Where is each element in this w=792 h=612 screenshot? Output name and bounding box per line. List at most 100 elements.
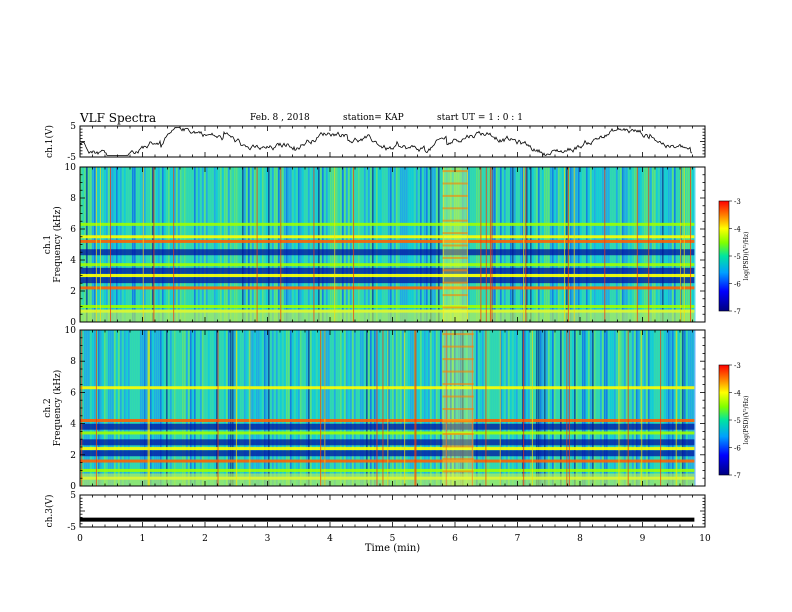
spectrogram-column	[146, 330, 148, 486]
spectrogram-column	[646, 330, 648, 486]
spectrogram-column	[412, 167, 414, 322]
date-label: Feb. 8 , 2018	[250, 113, 310, 123]
spectrogram-column	[558, 167, 560, 322]
spectrogram-column	[346, 330, 348, 486]
spectrogram-column	[158, 167, 160, 322]
spectrogram-column	[676, 330, 678, 486]
spectrogram-column	[668, 167, 670, 322]
spectrogram-column	[504, 167, 506, 322]
spectrogram-column	[586, 330, 588, 486]
spectrogram-column	[186, 167, 188, 322]
colorbar-tick-label: -4	[734, 226, 741, 234]
spectrogram-column	[90, 167, 92, 322]
spectrogram-column	[652, 167, 654, 322]
spectrogram-column	[218, 167, 220, 322]
spectrogram-column	[394, 167, 396, 322]
spectrogram-column	[416, 167, 418, 322]
spectrogram-column	[268, 330, 270, 486]
spectrogram-column	[284, 167, 286, 322]
spectrogram-column	[638, 167, 640, 322]
spectrogram-column	[624, 330, 626, 486]
spectrogram-column	[204, 330, 206, 486]
spectrogram-column	[562, 330, 564, 486]
dark-band	[80, 423, 695, 430]
y-tick-label: -5	[67, 153, 76, 163]
spectrogram-column	[246, 330, 248, 486]
spectrogram-column	[274, 330, 276, 486]
spectrogram-column	[122, 167, 124, 322]
colorbar-label: log(PSD)(V²/Hz)	[743, 396, 750, 445]
event-line	[442, 219, 468, 222]
spectrogram-column	[276, 167, 278, 322]
spectrogram-column	[244, 330, 246, 486]
spectrogram-column	[506, 167, 508, 322]
spectrogram-column	[242, 167, 244, 322]
spectrogram-column	[98, 167, 100, 322]
spectrogram-column	[226, 167, 228, 322]
sferic-spike	[641, 330, 643, 486]
spectrogram-column	[226, 330, 228, 486]
spectrogram-column	[532, 167, 534, 322]
spectrogram-column	[428, 167, 430, 322]
spectrogram-column	[366, 167, 368, 322]
spectrogram-column	[688, 167, 690, 322]
spectrogram-column	[378, 330, 380, 486]
spectrogram-column	[402, 330, 404, 486]
sferic-spike	[564, 167, 566, 322]
spectrogram-column	[670, 330, 672, 486]
spectrogram-column	[232, 330, 234, 486]
spectrogram-column	[162, 167, 164, 322]
spectrogram-column	[398, 167, 400, 322]
spectrogram-column	[544, 167, 546, 322]
event-line	[442, 383, 474, 386]
spectrogram-column	[598, 167, 600, 322]
spectrogram-column	[262, 330, 264, 486]
spectrogram-column	[166, 167, 168, 322]
sferic-spike	[320, 330, 322, 486]
spectrogram-column	[676, 167, 678, 322]
spectrogram-column	[424, 330, 426, 486]
spectrogram-column	[196, 330, 198, 486]
start-time-label: start UT = 1 : 0 : 1	[437, 113, 523, 123]
low-freq-band	[80, 309, 695, 322]
event-line	[442, 345, 474, 348]
spectrogram-column	[516, 330, 518, 486]
spectrogram-column	[494, 167, 496, 322]
spectrogram-column	[246, 167, 248, 322]
y-tick-label: 0	[70, 482, 76, 492]
spectrogram-column	[636, 167, 638, 322]
spectrogram-column	[430, 167, 432, 322]
spectrogram-column	[250, 167, 252, 322]
spectrogram-column	[506, 330, 508, 486]
spectrogram-column	[344, 167, 346, 322]
y-tick-label: 5	[70, 491, 76, 501]
spectrogram-column	[418, 330, 420, 486]
y-tick-label: -5	[67, 523, 76, 533]
sferic-spike	[531, 330, 533, 486]
spectrogram-column	[400, 330, 402, 486]
spectrogram-column	[646, 167, 648, 322]
spectrogram-column	[330, 330, 332, 486]
spectrogram-column	[396, 330, 398, 486]
spectrogram-column	[576, 330, 578, 486]
spectrogram-column	[110, 330, 112, 486]
spectrogram-column	[302, 167, 304, 322]
spectrogram-column	[402, 167, 404, 322]
spectrogram-column	[258, 167, 260, 322]
spectrogram-column	[170, 330, 172, 486]
spectrogram-column	[578, 330, 580, 486]
colorbar-tick-label: -3	[734, 198, 741, 206]
spectrogram-column	[538, 330, 540, 486]
sferic-spike	[110, 167, 112, 322]
y-tick-label: 2	[70, 287, 76, 297]
spectrogram-column	[570, 167, 572, 322]
spectrogram-column	[178, 330, 180, 486]
spectrogram-column	[128, 330, 130, 486]
spectrogram-column	[480, 330, 482, 486]
spectrogram-column	[274, 167, 276, 322]
spectrogram-column	[614, 167, 616, 322]
spectrogram-column	[674, 167, 676, 322]
spectrogram-column	[656, 330, 658, 486]
event-line	[442, 432, 474, 435]
spectrogram-column	[240, 330, 242, 486]
